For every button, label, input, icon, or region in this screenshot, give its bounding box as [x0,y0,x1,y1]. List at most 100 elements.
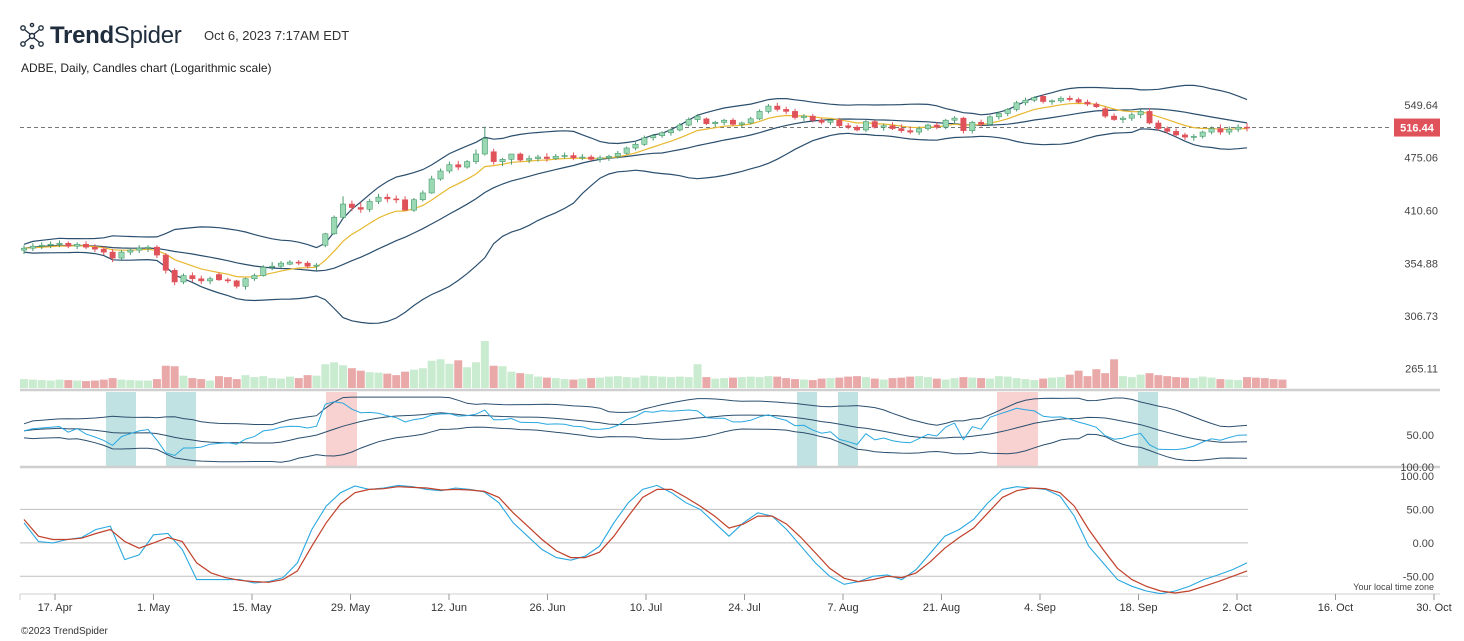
candle-body [295,261,302,264]
candle-body [543,156,550,159]
candle-body [1182,134,1188,138]
candle-body [331,216,338,235]
volume-bar [746,376,755,388]
timezone-note: Your local time zone [1353,582,1434,592]
volume-bar [339,365,348,388]
x-tick-label: 17. Apr [38,602,73,614]
candle-body [765,105,772,112]
x-tick-label: 29. May [331,602,371,614]
candle-body [233,280,240,287]
candle-body [499,159,506,162]
volume-bar [1074,370,1083,388]
candle-body [552,155,559,159]
candle-body [721,119,728,123]
volume-bar [1207,377,1216,388]
candle-body [322,233,329,246]
volume-bar [401,371,410,388]
volume-bar [108,378,117,388]
candle-body [1164,128,1171,132]
candle-body [410,199,417,211]
candle-body [207,278,214,282]
volume-bar [1189,378,1198,388]
volume-bar [986,378,994,388]
bollinger-upper-line [23,84,1248,249]
candle-body [384,196,391,200]
x-tick-label: 16. Oct [1318,602,1353,614]
volume-bar [622,377,631,388]
candle-body [251,275,258,280]
volume-bar [542,377,551,388]
volume-bar [861,377,870,388]
candle-body [862,121,869,131]
candle-body [561,155,568,157]
candle-body [171,270,178,283]
rsi-upper-band [23,396,1248,428]
volume-bar [728,377,737,388]
volume-bar [152,379,161,388]
timestamp: Oct 6, 2023 7:17AM EDT [204,28,350,43]
volume-bar [90,380,99,388]
volume-bar [835,377,844,388]
stoch-d-line [23,486,1248,594]
candle-body [774,105,781,110]
candle-body [481,138,488,155]
candle-body [738,122,745,125]
volume-bar [1118,376,1127,388]
volume-bar [773,376,782,388]
candle-body [588,156,595,160]
candle-body [127,249,134,253]
volume-bar [977,378,986,388]
candle-body [969,121,976,131]
candle-body [1022,99,1029,104]
candle-body [428,178,435,194]
volume-bar [666,377,675,388]
candle-body [1075,99,1082,103]
candle-body [1208,128,1215,133]
candle-body [535,156,541,159]
volume-bar [1030,380,1039,388]
volume-bar [303,375,312,388]
volume-bar [1198,376,1207,388]
volume-bar [684,377,693,388]
volume-bar [445,363,454,388]
volume-bar [1180,377,1189,388]
candle-body [242,278,249,287]
candle-body [1119,117,1126,120]
volume-bar [1269,379,1278,388]
brand-logo[interactable]: TrendSpider [18,20,182,52]
candle-body [614,152,621,157]
volume-bar [321,364,330,388]
rsi-signal-band [166,392,196,466]
volume-bar [1243,377,1251,388]
candle-body [517,153,524,161]
candle-body [286,261,293,265]
volume-bar [507,371,516,388]
price-tick-label: 475.06 [1404,153,1438,165]
candle-body [685,119,692,126]
candle-body [526,158,533,161]
candle-body [1093,103,1100,108]
candle-body [464,161,471,168]
volume-bar [144,380,153,388]
volume-bar [409,369,418,388]
candle-body [446,164,453,172]
candle-body [712,121,719,124]
candle-body [730,119,736,125]
volume-bar [711,378,720,388]
candle-body [694,115,701,120]
volume-bar [126,380,135,388]
volume-bar [799,379,808,388]
candle-body [960,117,967,131]
candle-body [1137,111,1144,116]
volume-bar [489,365,498,388]
volume-bar [294,378,303,388]
volume-bar [117,379,126,388]
candle-body [74,243,81,247]
candle-body [845,125,852,128]
volume-bar [720,378,729,388]
candle-body [260,266,267,276]
candle-body [1173,131,1180,136]
candle-body [47,243,54,246]
volume-bar [888,378,897,388]
